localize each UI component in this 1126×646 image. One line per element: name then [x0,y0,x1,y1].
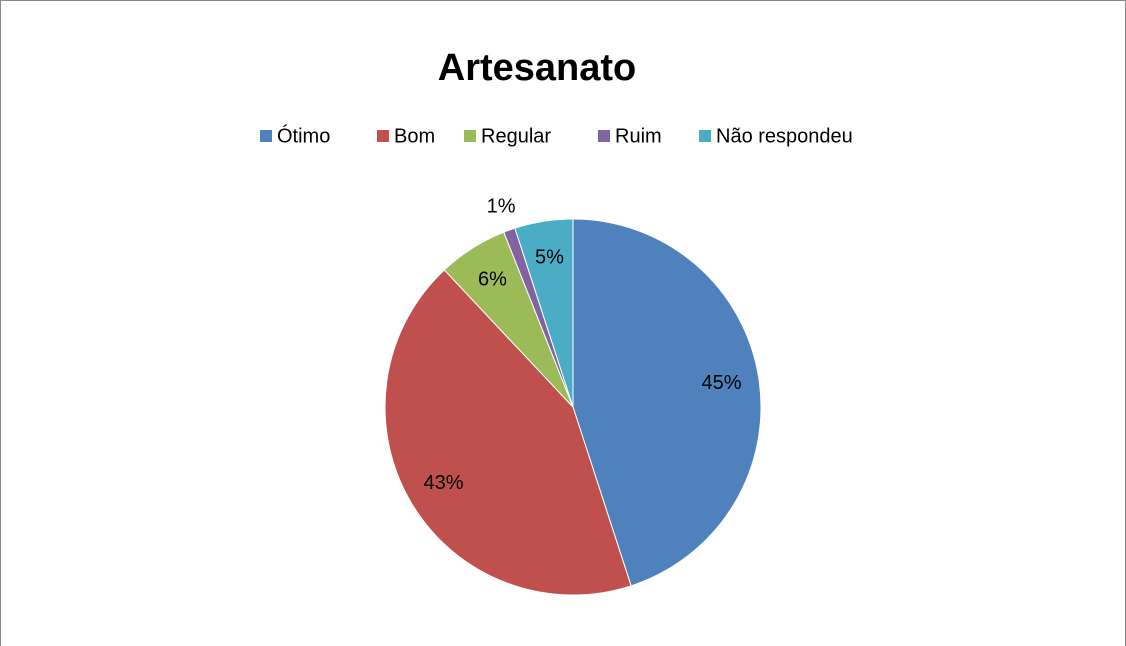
data-label: 1% [487,195,516,217]
legend-label: Bom [394,125,435,147]
data-label: 5% [535,247,564,269]
pie-slice [514,218,574,408]
legend-label: Não respondeu [716,125,853,147]
legend-swatch [464,130,476,142]
data-label: 43% [424,472,464,494]
data-label: 45% [702,372,742,394]
legend-label: Ótimo [277,124,330,147]
pie-slice [572,218,762,587]
legend-swatch [377,130,389,142]
chart-title: Artesanato [438,47,637,89]
pie-slice [384,269,632,596]
legend-swatch [598,130,610,142]
legend-label: Ruim [615,125,662,147]
data-label: 6% [478,268,507,290]
legend-swatch [260,130,272,142]
legend-swatch [699,130,711,142]
legend-label: Regular [481,125,551,147]
